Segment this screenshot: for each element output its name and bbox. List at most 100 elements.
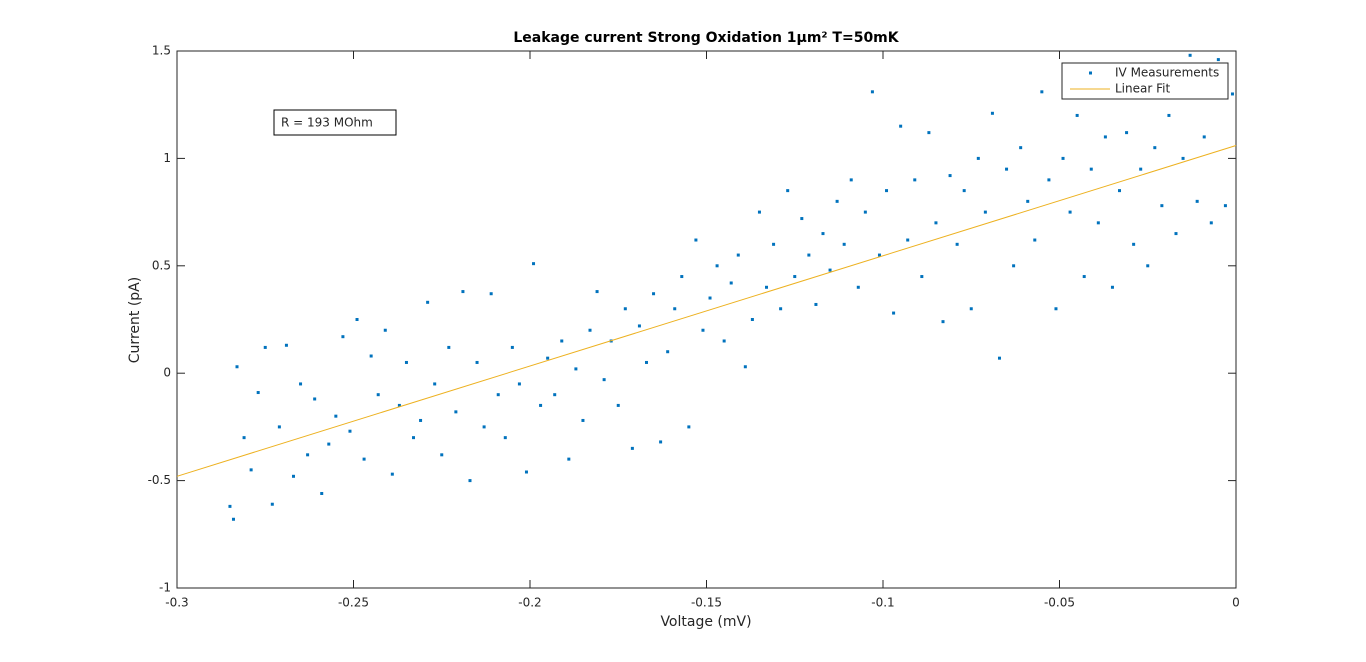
data-point [616,403,620,407]
data-point [496,393,500,397]
data-point [510,345,514,349]
data-point [976,156,980,160]
data-point [1033,238,1037,242]
data-point [644,360,648,364]
data-point [574,367,578,371]
data-point [863,210,867,214]
data-point [277,425,281,429]
y-tick-label: 0 [163,366,171,380]
x-tick-label: -0.05 [1044,596,1075,610]
data-point [990,111,994,115]
x-tick-label: -0.2 [518,596,541,610]
data-point [623,307,627,311]
data-point [743,365,747,369]
data-point [877,253,881,257]
y-tick-label: -0.5 [148,473,171,487]
data-point [920,275,924,279]
legend-label: IV Measurements [1115,66,1219,80]
data-point [489,292,493,296]
annotation-box [273,109,397,136]
data-point [270,502,274,506]
data-point [1005,167,1009,171]
data-point [1110,285,1114,289]
data-point [539,403,543,407]
data-point [454,410,458,414]
data-point [327,442,331,446]
data-point [1146,264,1150,268]
data-point [906,238,910,242]
data-point [249,468,253,472]
data-point [376,393,380,397]
data-point [362,457,366,461]
data-point [1195,199,1199,203]
data-point [779,307,783,311]
data-point [757,210,761,214]
data-point [419,418,423,422]
data-point [630,446,634,450]
data-point [1181,156,1185,160]
data-point [1103,135,1107,139]
data-point [440,453,444,457]
data-point [284,343,288,347]
legend-label: Linear Fit [1115,82,1170,96]
data-point [1125,131,1129,135]
data-point [786,189,790,193]
annotation: R = 193 MOhm [281,116,373,130]
data-point [955,242,959,246]
data-point [835,199,839,203]
x-tick-label: -0.25 [338,596,369,610]
data-point [433,382,437,386]
data-point [263,345,267,349]
data-point [320,491,324,495]
data-point [468,479,472,483]
data-point [1047,178,1051,182]
data-point [426,300,430,304]
data-point [722,339,726,343]
data-point [581,418,585,422]
data-point [870,90,874,94]
data-point [355,318,359,321]
data-point [1223,204,1227,208]
data-point [567,457,571,461]
data-point [821,232,825,236]
data-point [849,178,853,182]
data-point [1075,113,1079,117]
x-tick-label: -0.3 [165,596,188,610]
y-tick-label: 1 [163,151,171,165]
data-point [962,189,966,193]
data-point [680,275,684,279]
data-point [807,253,811,257]
data-point [475,360,479,364]
data-point [934,221,938,225]
data-point [1068,210,1072,214]
data-point [256,391,260,395]
data-point [560,339,564,343]
data-point [729,281,733,285]
data-point [341,335,345,339]
data-point [306,453,310,457]
data-point [899,124,903,128]
data-point [1054,307,1058,311]
data-point [231,517,235,521]
data-point [983,210,987,214]
data-point [291,474,295,478]
data-point [1209,221,1213,225]
data-point [1061,156,1065,160]
data-point [913,178,917,182]
data-point [687,425,691,429]
data-point [997,356,1001,360]
data-point [546,356,550,360]
data-point [856,285,860,289]
data-point [524,470,528,474]
x-tick-label: -0.1 [871,596,894,610]
data-point [694,238,698,242]
data-point [412,436,416,440]
data-point [701,328,705,332]
data-point [1012,264,1016,268]
data-point [553,393,557,397]
data-point [708,296,712,300]
data-point [602,378,606,382]
data-point [588,328,592,332]
data-point [814,302,818,306]
